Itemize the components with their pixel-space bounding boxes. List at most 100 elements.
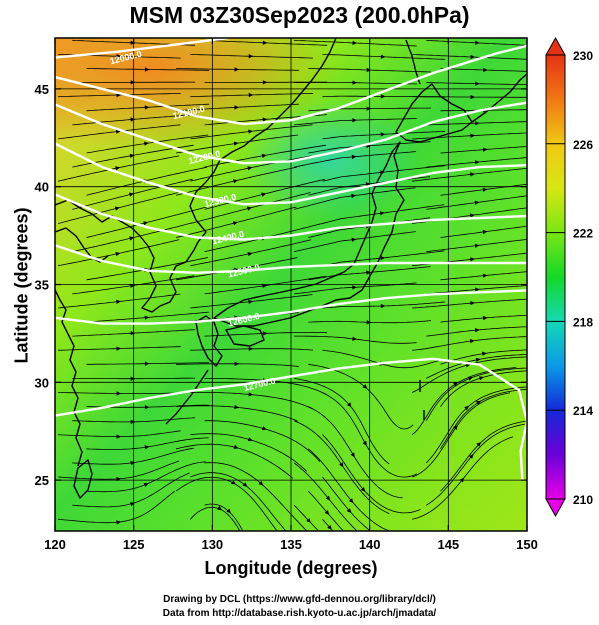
x-tick-label-135: 135 (280, 537, 302, 552)
contour-line-1 (55, 44, 527, 126)
plot-area: 12000.012100.012200.012300.012400.012500… (55, 38, 527, 531)
streamline-arrow-47 (482, 351, 487, 356)
streamline-arrow-33 (234, 404, 239, 410)
streamline-arrow-19 (464, 405, 469, 411)
streamline-arrow-103 (474, 160, 480, 165)
contour-line-8 (519, 421, 527, 481)
coastlines (55, 38, 527, 499)
streamline-arrow-102 (351, 154, 357, 160)
streamline-arrow-89 (261, 192, 267, 197)
coastline-bohai (55, 227, 109, 263)
streamline-arrow-113 (262, 117, 268, 122)
streamline-arrow-61 (248, 299, 253, 304)
streamline-arrow-90 (351, 193, 356, 199)
streamline-arrow-122 (380, 94, 386, 99)
coastline-ryukyu (165, 369, 209, 425)
streamline-arrow-76 (129, 236, 135, 241)
streamline-arrow-124 (130, 80, 136, 85)
streamline-arrow-22 (348, 498, 354, 504)
streamline-arrow-135 (470, 54, 475, 60)
colorbar-tick-label-214: 214 (573, 404, 593, 418)
coastline-honshu (213, 141, 405, 327)
y-tick-label-45: 45 (35, 82, 49, 97)
coastline-taiwan (73, 459, 93, 499)
colorbar-top-triangle (545, 36, 566, 56)
streamline-arrow-48 (116, 346, 122, 351)
colorbar-tick-label-226: 226 (573, 138, 593, 152)
y-tick-label-35: 35 (35, 278, 49, 293)
streamline-arrow-34 (350, 452, 355, 458)
streamline-arrow-18 (325, 495, 331, 501)
streamline-arrow-42 (346, 402, 352, 408)
x-tick-label-145: 145 (437, 537, 459, 552)
streamline-arrow-117 (234, 105, 239, 110)
streamline-arrow-37 (248, 392, 254, 397)
streamline-arrow-126 (352, 80, 358, 85)
colorbar-bottom-triangle (545, 498, 566, 518)
streamline-arrow-15 (453, 425, 458, 430)
streamline-arrow-13 (242, 482, 248, 487)
colorbar-ticks: 210 214 218 222 226 230 (546, 49, 593, 507)
contour-line-4 (55, 193, 527, 241)
streamline-arrow-91 (474, 200, 480, 205)
colorbar-tick-label-222: 222 (573, 227, 593, 241)
streamline-arrow-136 (130, 40, 136, 45)
streamline-arrow-58 (366, 320, 372, 325)
streamline-arrow-59 (482, 315, 488, 321)
streamline-arrow-86 (380, 211, 385, 216)
streamline-arrow-110 (380, 132, 386, 137)
streamline-arrow-71 (482, 273, 488, 278)
streamline-arrow-130 (366, 67, 372, 73)
streamline-arrow-40 (130, 376, 136, 381)
streamline-arrow-80 (143, 221, 149, 226)
streamline-arrow-62 (380, 303, 386, 309)
streamline-arrow-74 (380, 256, 385, 261)
streamline-arrow-129 (234, 67, 240, 72)
streamline-arrow-31 (468, 376, 473, 381)
credit-data-source: Data from http://database.rish.kyoto-u.a… (162, 608, 437, 619)
streamline-arrow-121 (248, 92, 254, 98)
streamline-arrow-36 (116, 391, 122, 396)
colorbar-tick-label-218: 218 (573, 315, 593, 329)
colorbar-rect (545, 54, 566, 500)
streamline-arrow-46 (362, 384, 368, 389)
streamline-arrow-51 (469, 339, 475, 344)
streamline-arrow-17 (258, 480, 264, 486)
streamline-arrow-123 (470, 94, 476, 100)
streamline-arrow-8 (143, 483, 149, 488)
streamline-arrow-23 (476, 400, 481, 405)
streamline-arrow-26 (360, 487, 366, 492)
streamline-arrow-95 (482, 187, 488, 192)
streamline-arrow-115 (475, 121, 480, 126)
streamline-arrow-49 (248, 346, 254, 351)
streamline-arrow-112 (130, 117, 136, 122)
streamline-arrow-52 (130, 331, 136, 336)
credit-drawing: Drawing by DCL (https://www.gfd-dennou.o… (163, 594, 436, 605)
streamline-arrow-28 (130, 419, 136, 425)
contour-line-5 (55, 244, 527, 274)
streamline-arrow-107 (482, 147, 488, 152)
streamline-arrow-127 (475, 81, 480, 86)
x-tick-label-130: 130 (201, 537, 223, 552)
streamline-arrow-7 (468, 454, 474, 459)
streamline-arrow-60 (116, 299, 121, 304)
streamline-arrow-25 (247, 437, 253, 442)
x-tick-label-125: 125 (123, 537, 145, 552)
streamline-arrow-21 (233, 444, 239, 449)
streamline-arrow-133 (248, 54, 254, 59)
streamline-arrow-63 (470, 301, 475, 306)
streamline-arrow-125 (262, 80, 268, 85)
streamline-arrow-97 (247, 166, 253, 171)
streamline-arrow-24 (116, 434, 122, 439)
streamline-arrow-116 (144, 105, 150, 110)
streamline-arrow-54 (352, 336, 357, 341)
streamline-arrow-32 (144, 405, 150, 410)
streamline-arrow-27 (453, 382, 458, 387)
streamline-arrow-99 (470, 172, 475, 177)
streamline-arrow-105 (233, 141, 239, 146)
coastline-kurils (471, 73, 527, 123)
streamline-arrow-44 (144, 361, 150, 366)
streamline-arrow-45 (234, 361, 240, 366)
colorbar: 210 214 218 222 226 230 (545, 36, 593, 518)
streamline-arrow-132 (116, 54, 122, 59)
